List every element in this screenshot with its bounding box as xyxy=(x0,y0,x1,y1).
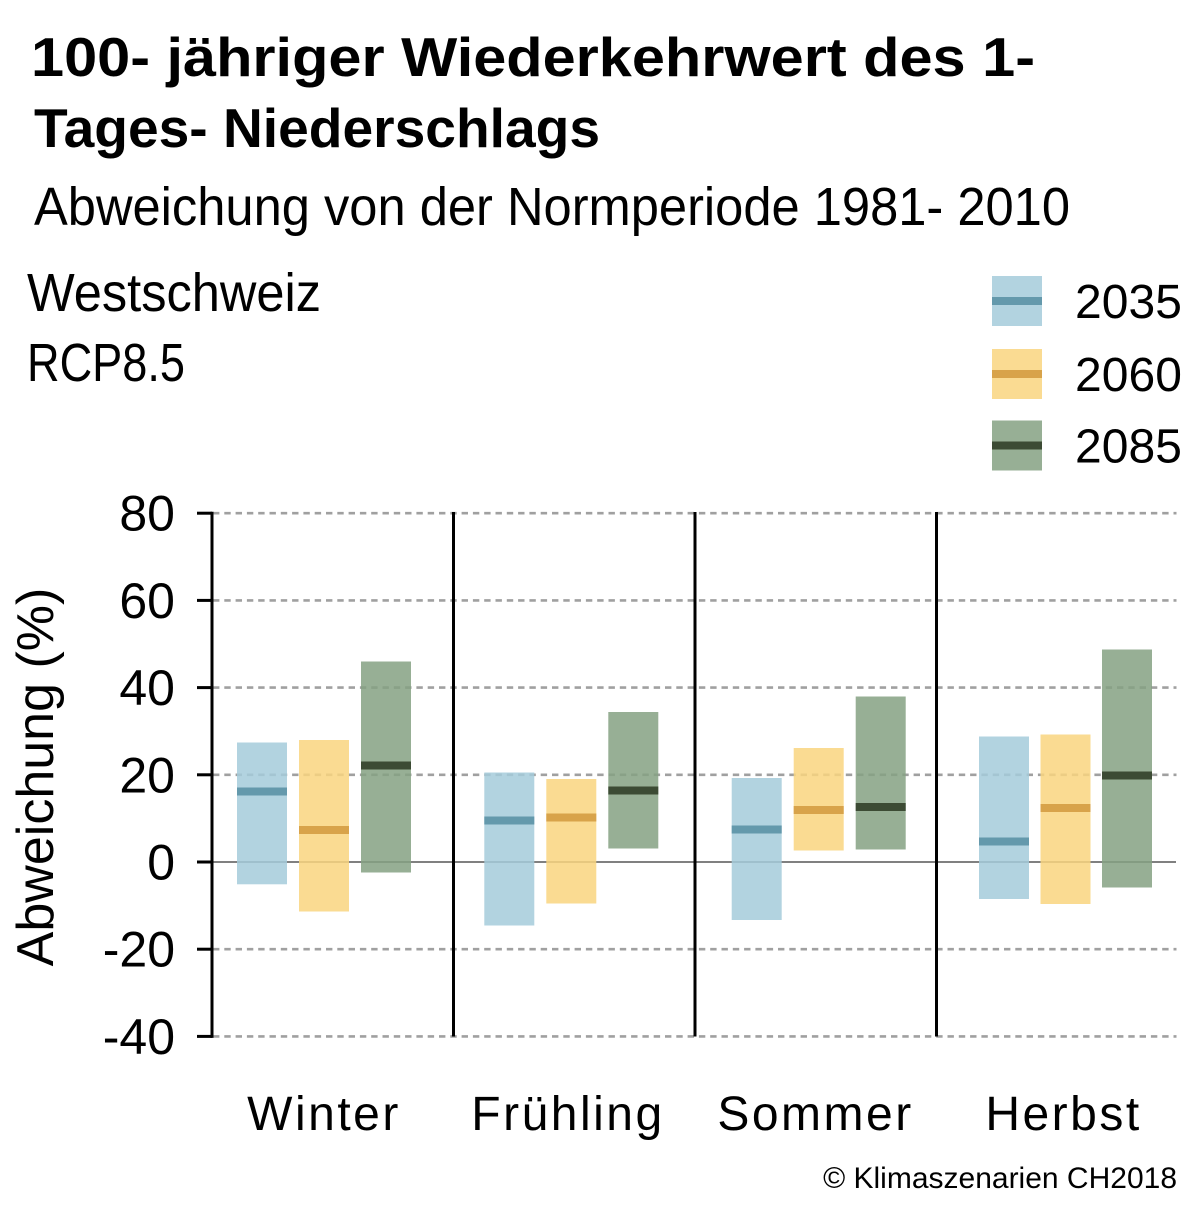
svg-text:-20: -20 xyxy=(103,922,175,978)
svg-text:© Klimaszenarien CH2018: © Klimaszenarien CH2018 xyxy=(823,1162,1177,1195)
svg-text:80: 80 xyxy=(119,486,175,542)
svg-text:Abweichung von der Normperiode: Abweichung von der Normperiode 1981- 201… xyxy=(34,177,1070,237)
svg-text:Herbst: Herbst xyxy=(985,1088,1141,1141)
svg-text:Tages- Niederschlags: Tages- Niederschlags xyxy=(34,97,600,159)
svg-text:Frühling: Frühling xyxy=(471,1088,664,1141)
svg-text:40: 40 xyxy=(119,660,175,716)
svg-text:20: 20 xyxy=(119,747,175,803)
svg-text:0: 0 xyxy=(147,835,175,891)
svg-text:2085: 2085 xyxy=(1075,421,1182,474)
svg-text:100- jähriger Wiederkehrwert d: 100- jähriger Wiederkehrwert des 1- xyxy=(31,26,1035,88)
svg-text:60: 60 xyxy=(119,573,175,629)
svg-text:RCP8.5: RCP8.5 xyxy=(27,333,185,393)
svg-text:Sommer: Sommer xyxy=(717,1088,913,1141)
svg-text:Winter: Winter xyxy=(247,1088,401,1141)
svg-text:Westschweiz: Westschweiz xyxy=(27,263,321,323)
svg-text:Abweichung (%): Abweichung (%) xyxy=(7,588,65,967)
svg-text:2035: 2035 xyxy=(1075,276,1182,329)
svg-text:-40: -40 xyxy=(103,1009,175,1065)
svg-text:2060: 2060 xyxy=(1075,349,1182,402)
